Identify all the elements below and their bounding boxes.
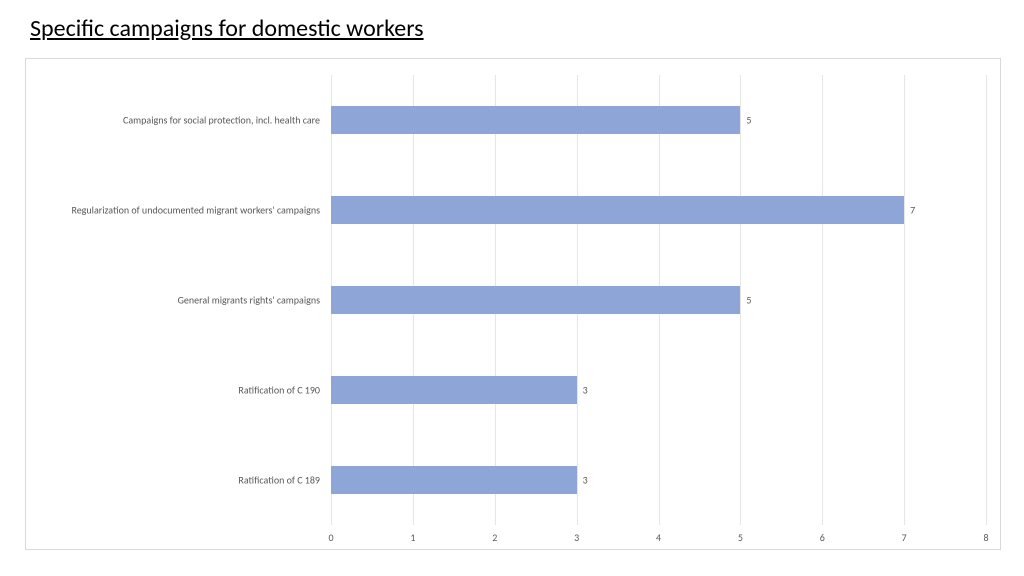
gridline: [740, 75, 741, 525]
x-tick-label: 6: [820, 531, 825, 544]
bar: [331, 196, 904, 224]
category-label: General migrants rights' campaigns: [178, 294, 320, 307]
x-tick-label: 5: [738, 531, 743, 544]
bar: [331, 106, 740, 134]
x-tick-label: 7: [902, 531, 907, 544]
gridline: [986, 75, 987, 525]
x-tick-label: 4: [656, 531, 661, 544]
bar-value-label: 5: [746, 114, 751, 127]
category-label: Ratification of C 190: [238, 384, 320, 397]
bar-value-label: 5: [746, 294, 751, 307]
category-label: Regularization of undocumented migrant w…: [71, 204, 320, 217]
bar: [331, 376, 577, 404]
x-tick-label: 8: [983, 531, 988, 544]
x-tick-label: 0: [328, 531, 333, 544]
bar: [331, 286, 740, 314]
x-tick-label: 3: [574, 531, 579, 544]
x-tick-label: 2: [492, 531, 497, 544]
bar-value-label: 3: [583, 384, 588, 397]
bar-value-label: 7: [910, 204, 915, 217]
x-tick-label: 1: [410, 531, 415, 544]
page-title: Specific campaigns for domestic workers: [30, 14, 424, 43]
gridline: [904, 75, 905, 525]
category-label: Campaigns for social protection, incl. h…: [123, 114, 320, 127]
gridline: [822, 75, 823, 525]
category-label: Ratification of C 189: [238, 474, 320, 487]
bar-value-label: 3: [583, 474, 588, 487]
bar: [331, 466, 577, 494]
chart-container: 0 1 2 3 4 5 6 7 8 5 Campaigns for social protecti…: [25, 58, 1001, 550]
